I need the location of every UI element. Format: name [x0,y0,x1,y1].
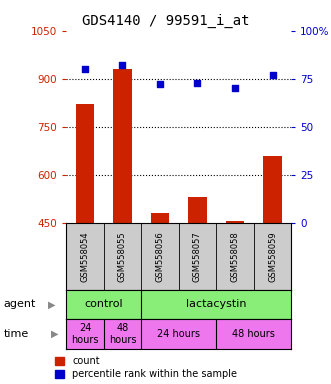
Point [82,66,88,72]
Bar [151,213,169,223]
Text: agent: agent [3,299,36,310]
Text: GSM558059: GSM558059 [268,231,277,281]
Bar [75,104,94,223]
Legend: count, percentile rank within the sample: count, percentile rank within the sample [55,356,237,379]
Bar [226,221,244,223]
Text: 48
hours: 48 hours [109,323,136,345]
Bar [113,69,132,223]
Text: GSM558056: GSM558056 [156,231,165,282]
Point [157,81,163,88]
Point [270,72,275,78]
Text: GSM558057: GSM558057 [193,231,202,282]
Text: control: control [84,299,123,310]
Text: 48 hours: 48 hours [232,329,275,339]
Text: 24 hours: 24 hours [157,329,200,339]
Point [120,62,125,68]
Bar [188,197,207,223]
Text: ▶: ▶ [51,329,59,339]
Text: lactacystin: lactacystin [186,299,247,310]
Point [232,85,238,91]
Text: ▶: ▶ [48,299,56,310]
Text: 24
hours: 24 hours [71,323,99,345]
Text: time: time [3,329,28,339]
Bar [263,156,282,223]
Text: GDS4140 / 99591_i_at: GDS4140 / 99591_i_at [82,13,249,28]
Point [195,79,200,86]
Text: GSM558058: GSM558058 [230,231,240,282]
Text: GSM558054: GSM558054 [80,231,89,281]
Text: GSM558055: GSM558055 [118,231,127,281]
